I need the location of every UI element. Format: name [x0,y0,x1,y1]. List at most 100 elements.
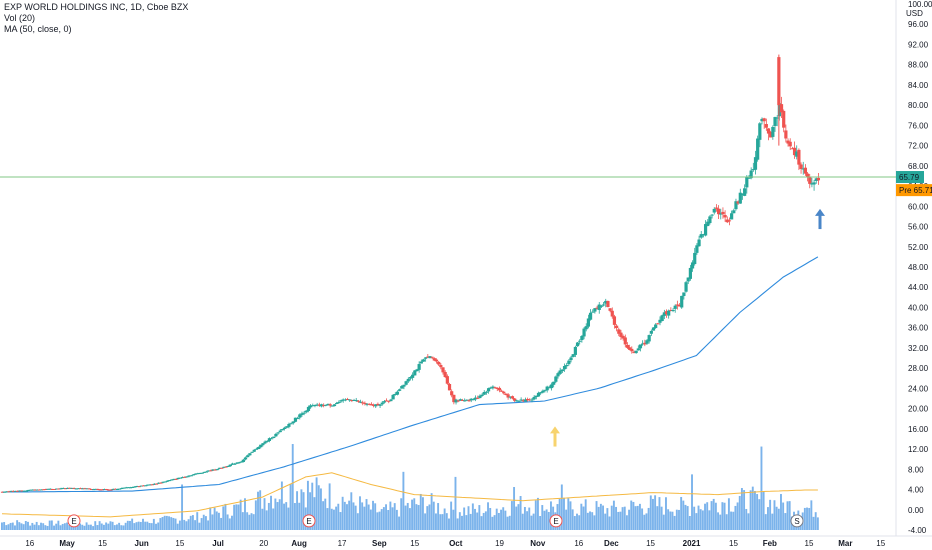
y-tick-label: 80.00 [908,101,929,110]
candle-body [233,463,237,465]
volume-bar [254,500,257,530]
volume-bar [48,520,51,530]
candle-body [562,366,567,370]
candle-body [773,117,777,126]
candle-body [404,381,408,385]
volume-bar [215,511,218,530]
volume-bar [341,496,344,530]
volume-bar [413,498,416,530]
candle-body [393,393,397,395]
candle-body [656,323,660,325]
volume-bar [380,509,383,530]
volume-bar [183,519,186,530]
volume-bar [35,521,38,530]
candle-body [439,364,443,368]
volume-bar [734,505,737,530]
volume-bar [18,522,21,530]
candle-body [59,488,63,490]
volume-bar [489,507,492,530]
candle-body [584,326,588,330]
volume-bar [576,513,578,530]
volume-bar [515,506,518,530]
volume-bar [3,522,6,530]
candle-body [283,427,287,429]
candle-body [356,400,360,402]
candle-body [517,400,521,402]
candle-body [625,344,630,348]
volume-bar [44,525,47,530]
currency-label: USD [906,9,923,18]
candle-body [673,305,677,309]
candle-body [723,215,727,218]
candle-body [632,351,636,353]
candle-body [421,359,426,362]
volume-bar [133,523,136,530]
volume-bar [732,511,735,530]
volume-bar [178,520,181,530]
candle-body [26,489,31,491]
volume-bar [723,502,726,530]
volume-bar [40,522,42,530]
volume-bar [263,498,266,530]
volume-bar [773,500,776,530]
volume-bar [558,498,561,530]
volume-bar [79,523,82,530]
candle-body [33,489,37,491]
candle-body [610,310,614,317]
volume-bar [476,512,479,530]
candle-body [124,487,128,489]
candle-body [289,423,293,425]
earnings-marker [790,514,804,528]
candle-body [788,141,792,147]
volume-bar [482,512,485,530]
x-tick-label: 15 [98,539,107,548]
volume-bar [42,523,45,530]
volume-bar [235,504,238,530]
candle-body [87,488,91,490]
volume-bar [430,493,433,530]
candle-body [623,337,627,345]
candle-body [749,170,753,179]
candle-body [615,325,619,329]
candle-body [638,344,643,349]
current-price-value: 65.79 [899,173,920,182]
candle-body [426,356,430,358]
volume-bar [530,515,533,530]
volume-bar [346,504,348,530]
candle-body [604,300,608,304]
candle-body [374,404,378,407]
volume-bar [204,516,207,530]
candle-body [191,474,196,476]
candle-body [447,384,452,391]
earnings-marker [549,514,563,528]
candle-body [760,118,764,122]
volume-bar [528,507,531,530]
x-tick-label: Mar [838,539,852,548]
volume-bar [727,498,730,530]
volume-bar [202,514,205,530]
candle-body [243,457,248,460]
candle-body [29,489,33,491]
volume-bar [662,514,665,530]
volume-bar [621,507,624,530]
volume-bar [298,502,301,530]
volume-bar [521,513,524,530]
volume-bar [567,498,570,530]
volume-bar [252,514,255,530]
volume-bar [105,522,108,530]
candle-body [265,440,269,442]
candle-body [667,310,671,316]
volume-bar [306,480,309,530]
volume-bar [61,523,64,530]
volume-bar [539,516,542,530]
candle-body [599,305,604,307]
candle-body [493,387,497,389]
volume-bar [113,525,116,530]
volume-bar [439,514,442,530]
volume-bar [782,502,785,530]
volume-bar [424,513,427,530]
volume-bar [699,509,702,530]
volume-bar [550,501,552,530]
candle-body [469,398,473,401]
